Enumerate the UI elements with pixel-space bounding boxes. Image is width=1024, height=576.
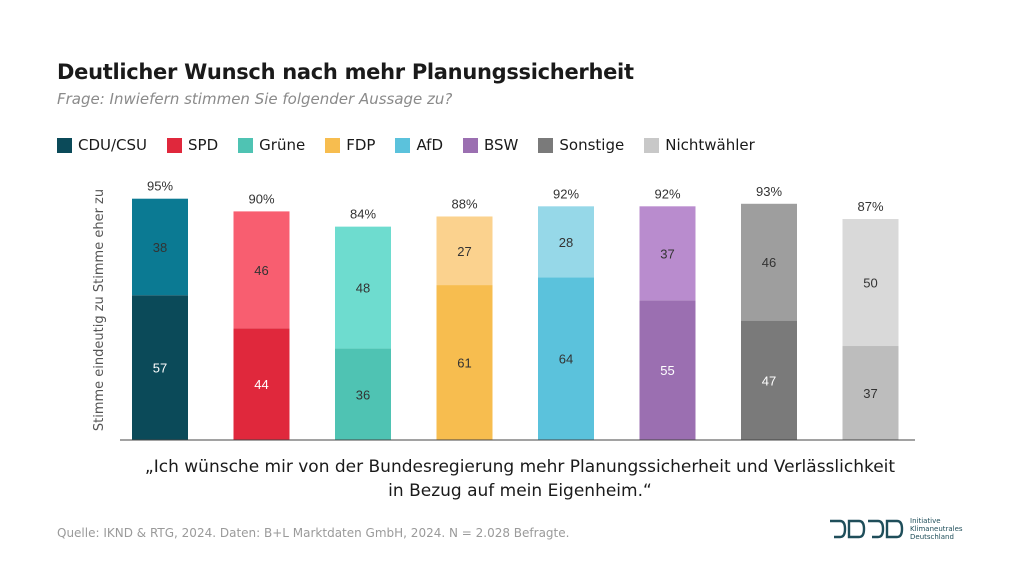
bar-segment (233, 211, 290, 329)
legend-item: SPD (167, 136, 218, 154)
legend-swatch (463, 137, 478, 153)
legend-swatch (325, 137, 341, 153)
legend-label: BSW (484, 136, 519, 154)
legend-label: Grüne (259, 136, 306, 154)
ikd-logo-text: Initiative Klimaneutrales Deutschland (910, 517, 963, 541)
legend-swatch (57, 137, 72, 153)
data-label: 47 (762, 373, 776, 388)
data-label: 57 (153, 361, 167, 376)
chart-title: Deutlicher Wunsch nach mehr Planungssich… (57, 60, 634, 84)
bar-segment (436, 285, 493, 440)
legend-swatch (538, 137, 554, 153)
legend-label: CDU/CSU (78, 136, 148, 154)
total-label: 95% (147, 179, 173, 194)
bar-segment (335, 226, 391, 349)
data-label: 38 (153, 240, 167, 255)
legend-item: CDU/CSU (57, 136, 147, 154)
bar-segment (741, 320, 797, 440)
y-axis-label: Stimme eindeutig zu Stimme eher zu (92, 189, 107, 431)
ikd-logo-mark (830, 519, 904, 539)
bar-segment (538, 206, 594, 278)
data-label: 64 (559, 352, 573, 367)
logo-line-2: Klimaneutrales (910, 525, 963, 533)
logo-line-1: Initiative (910, 517, 941, 525)
data-label: 27 (457, 244, 471, 259)
total-label: 88% (451, 196, 477, 211)
legend-item: Grüne (238, 136, 305, 154)
bar-segment (233, 328, 290, 440)
bar-segment (132, 198, 188, 296)
legend-swatch (644, 137, 660, 153)
logo-line-3: Deutschland (910, 533, 954, 541)
data-label: 37 (863, 386, 877, 401)
legend-swatch (238, 137, 254, 153)
data-label: 48 (356, 281, 370, 296)
ikd-logo: Initiative Klimaneutrales Deutschland (828, 515, 963, 543)
total-label: 92% (654, 186, 680, 201)
chart-legend: CDU/CSU SPD Grüne FDP AfD BSW Sonstige Nichtwäh… (57, 134, 775, 156)
legend-label: SPD (188, 136, 219, 154)
legend-item: AfD (395, 136, 443, 154)
bar-segment (842, 219, 899, 347)
legend-label: Sonstige (559, 136, 625, 154)
legend-label: FDP (346, 136, 376, 154)
data-label: 28 (559, 235, 573, 250)
legend-item: FDP (325, 136, 375, 154)
data-label: 55 (660, 363, 674, 378)
bar-segment (741, 203, 797, 321)
bar-segment (335, 348, 391, 440)
bar-segment (538, 277, 594, 440)
data-label: 37 (660, 246, 674, 261)
source-note: Quelle: IKND & RTG, 2024. Daten: B+L Mar… (57, 526, 570, 540)
bar-segment (842, 346, 899, 440)
data-label: 61 (457, 356, 471, 371)
legend-label: AfD (416, 136, 443, 154)
total-label: 92% (553, 186, 579, 201)
bar-segment (132, 295, 188, 440)
legend-swatch (395, 137, 411, 153)
data-label: 50 (863, 276, 877, 291)
legend-item: BSW (463, 136, 518, 154)
data-label: 44 (254, 377, 268, 392)
legend-swatch (167, 137, 183, 153)
legend-item: Nichtwähler (644, 136, 755, 154)
bar-segment (436, 216, 493, 286)
legend-label: Nichtwähler (665, 136, 755, 154)
total-label: 87% (857, 199, 883, 214)
caption-line-2: in Bezug auf mein Eigenheim.“ (388, 481, 652, 501)
legend-item: Sonstige (538, 136, 624, 154)
bar-segment (639, 206, 696, 301)
chart-caption: „Ich wünsche mir von der Bundesregierung… (100, 455, 940, 503)
data-label: 46 (254, 263, 268, 278)
bar-segment (639, 300, 696, 440)
total-label: 90% (248, 191, 274, 206)
chart-subtitle: Frage: Inwiefern stimmen Sie folgender A… (57, 90, 453, 108)
data-label: 46 (762, 255, 776, 270)
total-label: 93% (756, 184, 782, 199)
caption-line-1: „Ich wünsche mir von der Bundesregierung… (144, 457, 896, 477)
total-label: 84% (350, 207, 376, 222)
data-label: 36 (356, 387, 370, 402)
